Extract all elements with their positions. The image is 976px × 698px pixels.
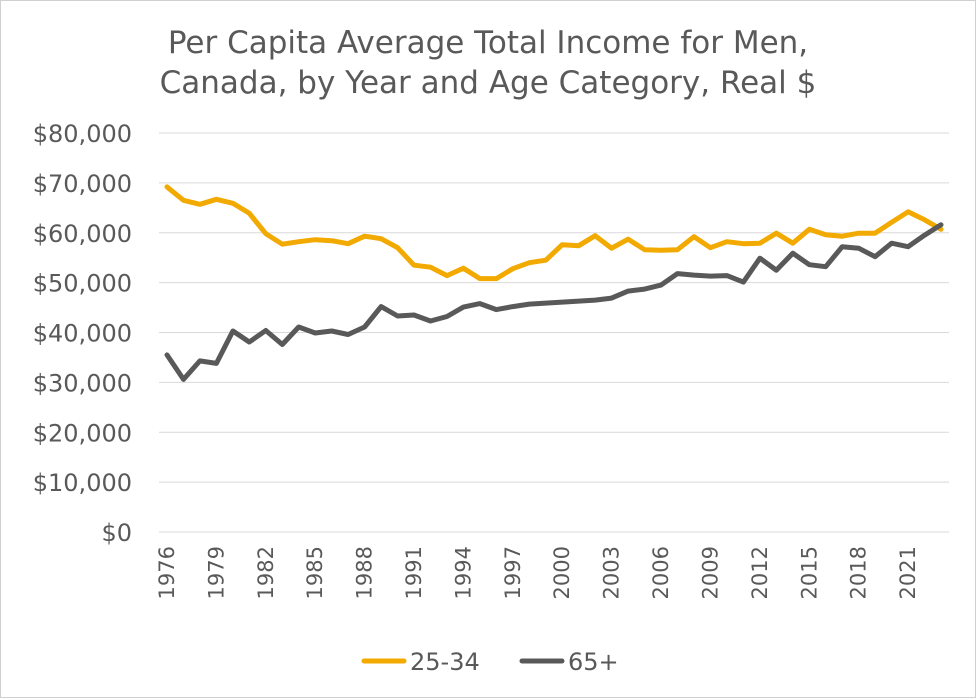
x-tick-label: 1982 (254, 546, 278, 599)
x-tick-label: 1985 (303, 546, 327, 599)
x-tick-label: 1997 (501, 546, 525, 599)
chart-title-line-1: Per Capita Average Total Income for Men, (168, 25, 808, 61)
x-axis-ticks: 1976 1979 1982 1985 1988 1991 1994 1997 2000 2003… (155, 546, 920, 599)
gridlines (159, 132, 949, 533)
y-tick-label: $0 (101, 519, 132, 547)
series-line-0 (164, 184, 944, 282)
x-tick-label: 1976 (155, 546, 179, 599)
x-tick-label: 2018 (847, 546, 871, 599)
y-axis-ticks: $0 $10,000 $20,000 $30,000 $40,000 $50,000 $60… (33, 120, 132, 547)
x-tick-label: 2009 (698, 546, 722, 599)
x-tick-label: 2000 (550, 546, 574, 599)
series-line-1 (164, 222, 944, 382)
x-tick-label: 1994 (451, 546, 475, 599)
y-tick-label: $80,000 (33, 120, 132, 148)
x-tick-label: 2015 (797, 546, 821, 599)
y-tick-label: $10,000 (33, 469, 132, 497)
x-tick-label: 2021 (896, 546, 920, 599)
x-tick-label: 2003 (600, 546, 624, 599)
y-tick-label: $20,000 (33, 419, 132, 447)
y-tick-label: $40,000 (33, 320, 132, 348)
legend-label-1: 65+ (568, 648, 619, 676)
x-tick-label: 1991 (402, 546, 426, 599)
chart-title-line-2: Canada, by Year and Age Category, Real $ (160, 65, 817, 101)
x-tick-label: 1988 (353, 546, 377, 599)
y-tick-label: $70,000 (33, 170, 132, 198)
series-lines (164, 184, 944, 382)
y-tick-label: $30,000 (33, 369, 132, 397)
x-tick-label: 2012 (748, 546, 772, 599)
x-tick-label: 2006 (649, 546, 673, 599)
legend-label-0: 25-34 (410, 648, 480, 676)
legend: 25-34 65+ (361, 648, 619, 676)
y-tick-label: $50,000 (33, 270, 132, 298)
y-tick-label: $60,000 (33, 220, 132, 248)
x-tick-label: 1979 (204, 546, 228, 599)
